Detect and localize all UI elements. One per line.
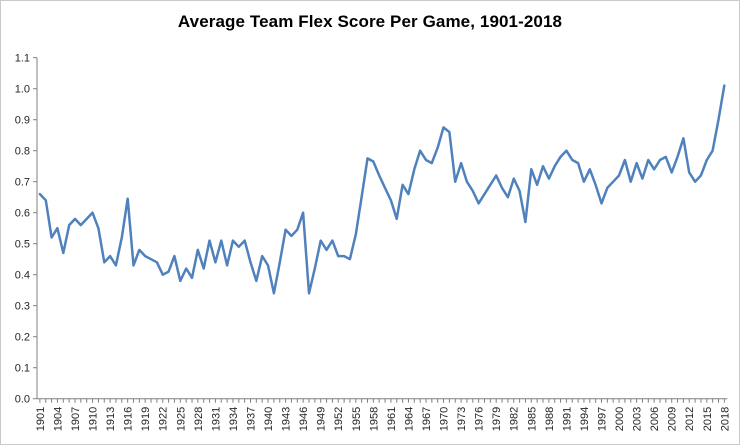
x-tick-label: 1964 <box>403 407 415 431</box>
x-tick-label: 1913 <box>105 407 117 431</box>
x-tick-label: 1952 <box>333 407 345 431</box>
x-tick-label: 2018 <box>719 407 731 431</box>
x-tick-label: 1946 <box>298 407 310 431</box>
x-tick-label: 1937 <box>246 407 258 431</box>
x-tick-label: 1979 <box>491 407 503 431</box>
x-tick-label: 1985 <box>526 407 538 431</box>
y-tick-label: 1.0 <box>15 84 30 96</box>
x-tick-label: 1916 <box>123 407 135 431</box>
x-tick-label: 1943 <box>281 407 293 431</box>
x-tick-label: 1928 <box>193 407 205 431</box>
x-tick-label: 2015 <box>702 407 714 431</box>
y-tick-label: 0.6 <box>15 208 30 220</box>
y-tick-label: 0.1 <box>15 363 30 375</box>
x-tick-label: 1907 <box>70 407 82 431</box>
x-tick-label: 1961 <box>386 407 398 431</box>
x-tick-label: 1940 <box>263 407 275 431</box>
x-tick-label: 2009 <box>667 407 679 431</box>
x-tick-label: 1991 <box>561 407 573 431</box>
x-tick-label: 1955 <box>351 407 363 431</box>
y-tick-label: 0.4 <box>15 270 30 282</box>
x-tick-label: 2012 <box>684 407 696 431</box>
x-tick-label: 1925 <box>175 407 187 431</box>
x-tick-label: 1976 <box>474 407 486 431</box>
y-tick-label: 0.7 <box>15 177 30 189</box>
y-tick-label: 0.2 <box>15 332 30 344</box>
flex-score-line-series <box>38 84 726 295</box>
x-tick-label: 1931 <box>210 407 222 431</box>
x-tick-label: 2000 <box>614 407 626 431</box>
x-tick-label: 1904 <box>52 407 64 431</box>
x-tick-label: 1970 <box>439 407 451 431</box>
y-tick-label: 0.0 <box>15 394 30 406</box>
chart-title: Average Team Flex Score Per Game, 1901-2… <box>177 12 563 31</box>
y-tick-label: 0.9 <box>15 115 30 127</box>
x-tick-label: 1982 <box>509 407 521 431</box>
x-tick-label: 1922 <box>158 407 170 431</box>
x-tick-label: 2003 <box>632 407 644 431</box>
x-tick-label: 2006 <box>649 407 661 431</box>
y-tick-label: 1.1 <box>15 53 30 65</box>
x-tick-label: 1901 <box>35 407 47 431</box>
y-tick-label: 0.8 <box>15 146 30 158</box>
x-tick-label: 1910 <box>88 407 100 431</box>
x-tick-label: 1997 <box>597 407 609 431</box>
x-tick-label: 1934 <box>228 407 240 431</box>
x-tick-label: 1949 <box>316 407 328 431</box>
x-tick-label: 1967 <box>421 407 433 431</box>
x-tick-label: 1994 <box>579 407 591 431</box>
x-tick-label: 1919 <box>140 407 152 431</box>
y-tick-label: 0.5 <box>15 239 30 251</box>
y-tick-label: 0.3 <box>15 301 30 313</box>
x-tick-label: 1958 <box>368 407 380 431</box>
x-tick-label: 1988 <box>544 407 556 431</box>
x-tick-label: 1973 <box>456 407 468 431</box>
